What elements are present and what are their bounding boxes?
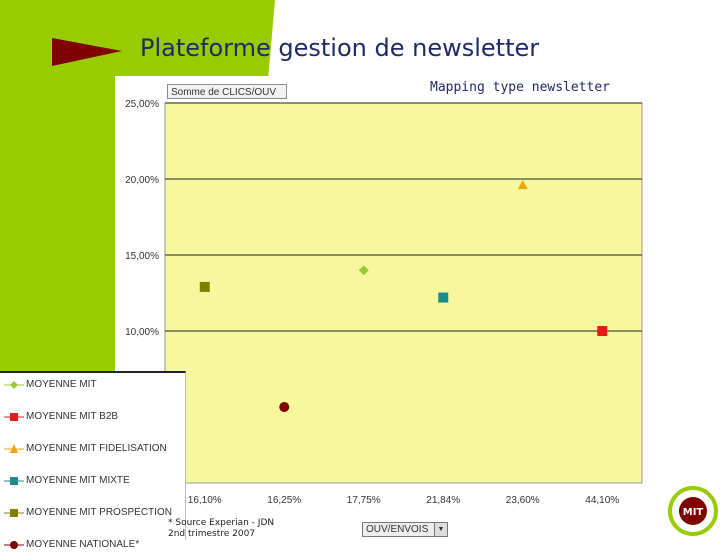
source-line-2: 2nd trimestre 2007: [168, 529, 256, 539]
mit-logo-icon: MIT: [668, 486, 718, 536]
legend-label: MOYENNE MIT: [26, 379, 97, 390]
legend-label: MOYENNE NATIONALE*: [26, 539, 140, 550]
chevron-down-icon[interactable]: ▼: [434, 523, 447, 536]
legend-marker-icon: [4, 509, 24, 517]
x-tick-label: 17,75%: [347, 495, 381, 506]
legend-label: MOYENNE MIT B2B: [26, 411, 119, 422]
data-point: [517, 180, 528, 190]
legend-label: MOYENNE MIT MIXTE: [26, 475, 130, 486]
chart-title: Mapping type newsletter: [430, 80, 611, 95]
svg-text:MIT: MIT: [683, 507, 704, 518]
source-note: * Source Experian - JDN 2nd trimestre 20…: [168, 518, 274, 540]
y-tick-label: 15,00%: [125, 251, 159, 262]
legend-marker-icon: [4, 541, 24, 549]
y-tick-label: 10,00%: [125, 327, 159, 338]
x-tick-label: 23,60%: [506, 495, 540, 506]
legend-marker-icon: [4, 381, 24, 389]
x-tick-label: 16,10%: [188, 495, 222, 506]
pivot-page-field-dropdown[interactable]: OUV/ENVOIS ▼: [362, 522, 448, 537]
title-arrow-icon: [52, 38, 122, 66]
y-tick-label: 25,00%: [125, 99, 159, 110]
legend-marker-icon: [4, 444, 24, 453]
legend-marker-icon: [4, 413, 24, 421]
x-tick-label: 16,25%: [267, 495, 301, 506]
plot-area: [164, 102, 643, 484]
data-point: [438, 292, 449, 303]
pivot-data-field-button[interactable]: Somme de CLICS/OUV: [167, 84, 287, 99]
data-point: [358, 265, 369, 276]
legend-marker-icon: [4, 477, 24, 485]
chart-legend: MOYENNE MIT MOYENNE MIT B2B MOYENNE MIT FI…: [0, 371, 186, 550]
source-line-1: * Source Experian - JDN: [168, 518, 275, 528]
dropdown-label: OUV/ENVOIS: [366, 524, 429, 535]
y-tick-label: 20,00%: [125, 175, 159, 186]
legend-label: MOYENNE MIT FIDELISATION: [26, 443, 167, 454]
chart-plot: 25,00% 20,00% 15,00% 10,00% 16,10% 16,25% 17,7…: [125, 99, 643, 506]
x-tick-label: 44,10%: [585, 495, 619, 506]
slide-title: Plateforme gestion de newsletter: [140, 34, 540, 62]
data-point: [279, 402, 290, 412]
legend-label: MOYENNE MIT PROSPECTION: [26, 507, 172, 518]
data-point: [597, 326, 608, 336]
x-tick-label: 21,84%: [426, 495, 460, 506]
data-point: [199, 281, 210, 292]
